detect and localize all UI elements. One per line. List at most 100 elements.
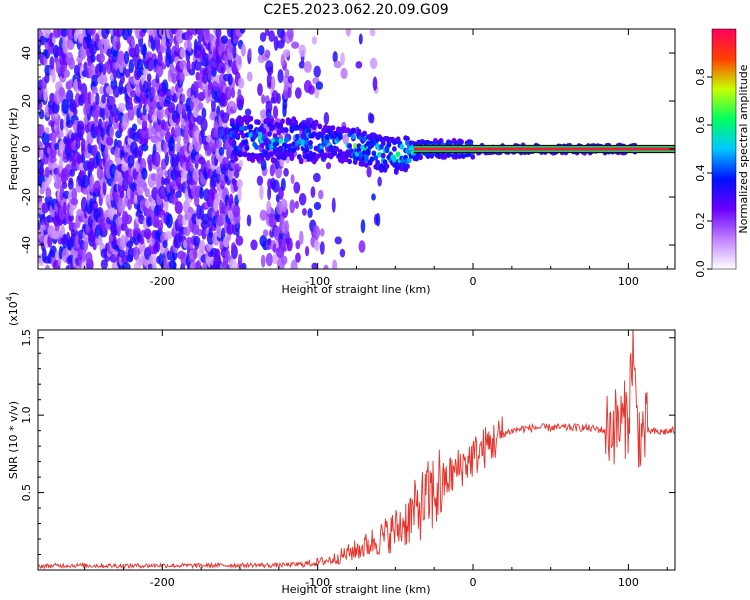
signal-cell (362, 136, 367, 142)
noise-cell (295, 240, 301, 250)
snr-xtick-label: 100 (618, 576, 639, 589)
signal-cell (365, 148, 371, 154)
spectrogram-xtick-label: -100 (305, 275, 330, 288)
signal-cell (405, 135, 410, 142)
noise-cell (372, 76, 378, 91)
noise-cell (260, 254, 266, 268)
signal-cell (268, 151, 274, 157)
noise-cell (265, 100, 273, 114)
noise-cell (355, 61, 363, 69)
noise-cell (115, 39, 121, 51)
signal-cell (304, 139, 310, 145)
noise-cell (156, 166, 164, 178)
noise-cell (154, 94, 159, 102)
snr-axes: -200 -100 0 100 0.5 1.0 1.5 (20, 329, 675, 589)
noise-cell (311, 262, 319, 269)
noise-cell (100, 259, 108, 269)
noise-cell (134, 43, 140, 58)
signal-cell (328, 144, 334, 151)
noise-cell (97, 118, 103, 131)
signal-cell (233, 146, 239, 153)
noise-cell (201, 107, 207, 120)
signal-cell (405, 140, 410, 146)
noise-cell (69, 168, 75, 177)
noise-cell (332, 51, 338, 63)
signal-cell (345, 127, 351, 133)
signal-cell (291, 141, 297, 147)
noise-cell (294, 87, 302, 99)
snr-series (38, 330, 675, 570)
signal-cell (347, 158, 353, 165)
noise-cell (313, 239, 321, 252)
noise-cell (231, 87, 236, 99)
spectrogram-xtick-label: 0 (470, 275, 477, 288)
signal-cell (283, 143, 289, 149)
colorbar-label: Normalized spectral amplitude (737, 64, 750, 233)
noise-cell (41, 131, 50, 146)
signal-cell (263, 140, 269, 146)
colorbar: 0.0 0.2 0.4 0.6 0.8 Normalized spectral ampl… (694, 28, 750, 278)
noise-cell (217, 125, 225, 140)
noise-cell (360, 219, 366, 234)
signal-cell (283, 127, 289, 133)
noise-cell (39, 165, 45, 177)
noise-cell (103, 38, 111, 51)
noise-cell (270, 76, 276, 91)
noise-cell (183, 125, 189, 140)
noise-cell (314, 87, 320, 99)
noise-cell (295, 252, 301, 263)
signal-cell (358, 152, 364, 159)
noise-cell (323, 264, 329, 269)
signal-cell (446, 152, 451, 158)
noise-cell (101, 107, 106, 121)
signal-cell (257, 130, 263, 137)
noise-cell (342, 133, 349, 145)
signal-cell (295, 145, 300, 151)
signal-cell (308, 143, 313, 150)
noise-cell (239, 29, 246, 34)
noise-cell (193, 58, 202, 71)
noise-cell (82, 187, 89, 195)
spectrogram-xtick-label: 100 (618, 275, 639, 288)
noise-cell (146, 29, 155, 36)
noise-cell (95, 92, 100, 106)
signal-cell (237, 151, 243, 158)
noise-cell (153, 151, 161, 168)
noise-cell (51, 118, 55, 133)
noise-cell (73, 107, 78, 116)
noise-cell (82, 174, 90, 189)
snr-ytick-label: 0.5 (20, 484, 33, 502)
signal-cell (272, 157, 278, 164)
colorbar-tick-label: 0.4 (694, 164, 707, 182)
noise-cell (333, 60, 342, 69)
noise-cell (340, 67, 348, 80)
noise-cell (303, 60, 312, 73)
signal-cell (317, 123, 323, 130)
signal-cell (377, 151, 382, 158)
noise-cell (164, 151, 170, 166)
noise-cell (44, 127, 50, 135)
noise-cell (215, 29, 222, 39)
noise-cell (280, 177, 286, 192)
noise-cell (195, 71, 201, 82)
signal-cell (248, 115, 254, 122)
noise-cell (189, 163, 194, 172)
noise-cell (92, 242, 97, 251)
noise-cell (157, 51, 163, 67)
signal-cell (231, 133, 237, 140)
noise-cell (186, 60, 191, 73)
signal-cell (459, 139, 464, 145)
noise-cell (177, 86, 184, 94)
noise-cell (332, 259, 338, 269)
noise-cell (77, 246, 83, 261)
noise-cell (179, 47, 186, 59)
noise-cell (120, 234, 126, 249)
noise-cell (232, 44, 237, 59)
noise-cell (268, 214, 277, 228)
noise-cell (124, 68, 131, 78)
noise-cell (51, 70, 56, 83)
signal-cell (280, 118, 285, 125)
noise-cell (290, 259, 298, 269)
signal-cell (362, 130, 367, 137)
signal-cell (274, 136, 280, 142)
